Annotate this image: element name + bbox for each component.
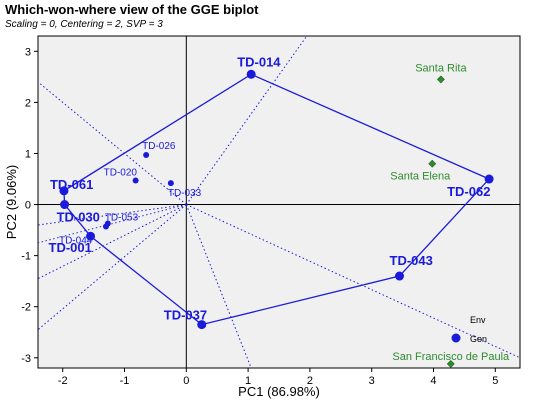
x-tick-label: 1 xyxy=(245,375,251,387)
genotype-label: TD-030 xyxy=(57,210,100,225)
genotype-label: TD-014 xyxy=(237,54,281,69)
sector-ray-6 xyxy=(185,204,252,368)
x-tick-label: 4 xyxy=(430,375,436,387)
sector-ray-5 xyxy=(38,204,187,331)
x-tick-label: 5 xyxy=(492,375,498,387)
genotype-label: TD-033 xyxy=(168,188,202,199)
y-tick-label: -1 xyxy=(21,251,31,263)
genotype-point xyxy=(197,320,207,330)
genotype-label: TD-044 xyxy=(59,236,93,247)
plot-area xyxy=(37,35,521,369)
environment-label: Santa Elena xyxy=(390,171,451,183)
genotype-point xyxy=(484,174,494,184)
genotype-point xyxy=(59,186,69,196)
legend-marker xyxy=(451,333,461,343)
genotype-label: TD-053 xyxy=(105,212,139,223)
y-tick-label: 1 xyxy=(25,148,31,160)
x-axis-label: PC1 (86.98%) xyxy=(238,384,320,399)
environment-marker xyxy=(428,159,437,168)
genotype-label: TD-043 xyxy=(390,253,433,268)
genotype-label: TD-037 xyxy=(164,308,207,323)
genotype-point xyxy=(102,223,109,230)
sector-ray-2 xyxy=(38,204,187,226)
environment-label: San Francisco de Paula xyxy=(392,351,510,363)
y-tick-label: 0 xyxy=(25,200,31,212)
sector-ray-7 xyxy=(186,204,520,359)
chart-title: Which-won-where view of the GGE biplot xyxy=(5,2,259,17)
chart-subtitle: Scaling = 0, Centering = 2, SVP = 3 xyxy=(5,19,163,30)
sector-ray-0 xyxy=(185,36,308,205)
legend-label: Gen xyxy=(470,334,487,344)
environment-marker xyxy=(446,359,455,368)
genotype-point xyxy=(395,271,404,281)
genotype-label: TD-026 xyxy=(142,141,176,152)
x-tick-label: 3 xyxy=(369,375,375,387)
genotype-label: TD-001 xyxy=(49,240,92,255)
y-tick-label: -2 xyxy=(21,302,31,314)
genotype-point xyxy=(60,200,70,210)
genotype-label: TD-020 xyxy=(104,168,138,179)
y-tick-label: -3 xyxy=(21,353,31,365)
genotype-label: TD-061 xyxy=(50,177,93,192)
y-axis-label: PC2 (9.06%) xyxy=(4,165,19,239)
genotype-point xyxy=(86,231,96,241)
y-tick-label: 2 xyxy=(25,97,31,109)
x-tick-label: -1 xyxy=(120,375,130,387)
x-tick-label: 2 xyxy=(307,375,313,387)
genotype-point xyxy=(143,152,150,159)
sector-ray-3 xyxy=(38,204,187,244)
environment-label: Santa Rita xyxy=(415,62,467,74)
genotype-point xyxy=(132,177,139,184)
genotype-point xyxy=(167,180,174,187)
genotype-label: TD-062 xyxy=(447,184,490,199)
environment-marker xyxy=(436,75,445,84)
sector-ray-1 xyxy=(38,81,187,205)
x-tick-label: -2 xyxy=(58,375,68,387)
x-tick-label: 0 xyxy=(183,375,189,387)
legend-label: Env xyxy=(470,315,486,325)
genotype-point xyxy=(246,69,256,79)
y-tick-label: 3 xyxy=(25,46,31,58)
